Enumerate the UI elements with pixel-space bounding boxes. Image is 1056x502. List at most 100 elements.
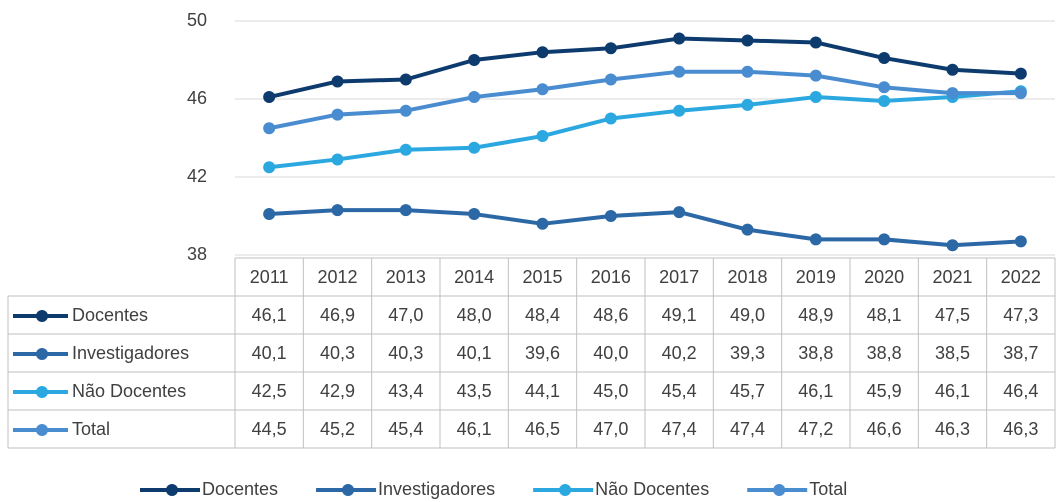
table-cell: 44,1 <box>525 381 560 401</box>
legend-label: Investigadores <box>378 479 495 499</box>
series-marker <box>1014 235 1027 248</box>
series-marker <box>536 46 549 59</box>
x-tick-label: 2013 <box>386 267 426 287</box>
series-marker <box>809 233 822 246</box>
x-tick-label: 2022 <box>1001 267 1041 287</box>
table-cell: 47,3 <box>1003 305 1038 325</box>
table-key <box>36 386 48 398</box>
series-marker <box>331 204 344 217</box>
series-line <box>268 89 1022 170</box>
table-cell: 46,1 <box>798 381 833 401</box>
series-marker <box>946 87 959 100</box>
series-marker <box>399 104 412 117</box>
table-cell: 45,2 <box>320 419 355 439</box>
table-cell: 48,9 <box>798 305 833 325</box>
series-marker <box>468 91 481 104</box>
x-tick-label: 2020 <box>864 267 904 287</box>
table-row-label: Docentes <box>72 305 148 325</box>
x-tick-label: 2019 <box>796 267 836 287</box>
table-cell: 38,7 <box>1003 343 1038 363</box>
y-tick-label: 38 <box>187 244 207 264</box>
x-tick-label: 2015 <box>522 267 562 287</box>
table-cell: 46,3 <box>1003 419 1038 439</box>
legend-key <box>773 484 786 496</box>
x-tick-label: 2012 <box>317 267 357 287</box>
table-cell: 43,5 <box>457 381 492 401</box>
series-marker <box>741 98 754 111</box>
y-tick-label: 50 <box>187 10 207 30</box>
series-marker <box>946 239 959 252</box>
x-tick-label: 2016 <box>591 267 631 287</box>
table-cell: 40,3 <box>388 343 423 363</box>
series-line <box>269 208 1021 248</box>
series-marker <box>263 91 276 104</box>
series-marker <box>673 206 686 219</box>
table-cell: 47,0 <box>593 419 628 439</box>
table-cell: 46,4 <box>1003 381 1038 401</box>
table-cell: 38,8 <box>867 343 902 363</box>
series-marker <box>604 73 617 86</box>
table-cell: 42,9 <box>320 381 355 401</box>
series-marker <box>809 91 822 104</box>
series-marker <box>331 108 344 121</box>
table-cell: 40,2 <box>662 343 697 363</box>
table-cell: 48,6 <box>593 305 628 325</box>
table-key <box>36 424 48 436</box>
table-cell: 46,6 <box>867 419 902 439</box>
series-marker <box>809 36 822 49</box>
series-marker <box>536 217 549 230</box>
series-marker <box>604 112 617 125</box>
legend-key <box>559 484 572 496</box>
table-cell: 39,6 <box>525 343 560 363</box>
table-cell: 40,1 <box>252 343 287 363</box>
series-marker <box>331 153 344 166</box>
legend-label: Não Docentes <box>595 479 709 499</box>
table-cell: 39,3 <box>730 343 765 363</box>
table-row-label: Investigadores <box>72 343 189 363</box>
series-marker <box>673 32 686 45</box>
series-marker <box>878 94 891 107</box>
table-cell: 46,1 <box>457 419 492 439</box>
table-cell: 49,0 <box>730 305 765 325</box>
series-marker <box>878 52 891 65</box>
series-marker <box>399 143 412 156</box>
series-marker <box>809 69 822 82</box>
series-marker <box>536 83 549 96</box>
table-cell: 45,0 <box>593 381 628 401</box>
table-row-label: Total <box>72 419 110 439</box>
x-tick-label: 2011 <box>250 267 289 287</box>
table-cell: 45,7 <box>730 381 765 401</box>
table-cell: 45,9 <box>867 381 902 401</box>
table-cell: 46,1 <box>935 381 970 401</box>
series-line <box>268 69 1021 131</box>
table-cell: 48,1 <box>867 305 902 325</box>
series-marker <box>399 73 412 86</box>
table-cell: 42,5 <box>252 381 287 401</box>
series-marker <box>263 208 276 221</box>
table-cell: 47,4 <box>662 419 697 439</box>
series-marker <box>741 223 754 236</box>
series-marker <box>741 34 754 47</box>
series-marker <box>878 81 891 94</box>
table-cell: 47,2 <box>798 419 833 439</box>
table-key <box>36 348 48 360</box>
table-cell: 40,0 <box>593 343 628 363</box>
table-cell: 46,3 <box>935 419 970 439</box>
table-cell: 46,9 <box>320 305 355 325</box>
table-cell: 44,5 <box>252 419 287 439</box>
table-cell: 46,5 <box>525 419 560 439</box>
series-marker <box>468 141 481 154</box>
series-marker <box>673 65 686 78</box>
series-marker <box>468 208 481 221</box>
table-cell: 47,5 <box>935 305 970 325</box>
x-tick-label: 2021 <box>932 267 972 287</box>
series-marker <box>878 233 891 246</box>
series-marker <box>741 65 754 78</box>
table-cell: 49,1 <box>662 305 697 325</box>
table-cell: 47,0 <box>388 305 423 325</box>
x-tick-label: 2017 <box>659 267 699 287</box>
series-marker <box>263 122 276 135</box>
series-marker <box>468 54 481 66</box>
table-cell: 40,1 <box>457 343 492 363</box>
y-tick-label: 46 <box>187 88 207 108</box>
